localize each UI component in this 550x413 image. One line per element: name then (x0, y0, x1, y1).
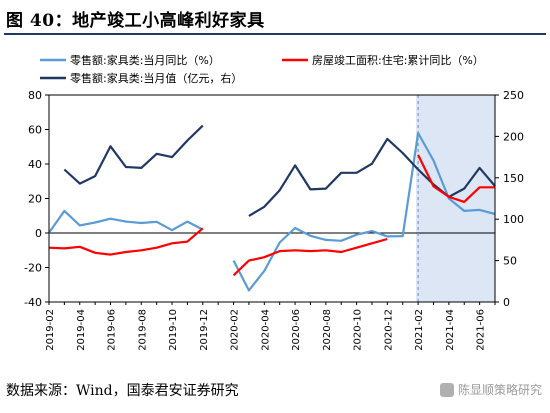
x-tick-label: 2019-10 (168, 309, 179, 351)
series-line (417, 154, 495, 203)
y-right-tick-label: 250 (503, 89, 524, 102)
legend-label: 零售额:家具类:当月同比（%） (70, 53, 220, 67)
wechat-icon (439, 382, 454, 397)
series-line (63, 124, 204, 185)
data-source-note: 数据来源：Wind，国泰君安证券研究 (6, 383, 239, 399)
legend-label: 房屋竣工面积:住宅:累计同比（%） (312, 53, 484, 67)
series-line (48, 209, 204, 234)
watermark: 陈显顺策略研究 (439, 381, 542, 398)
y-left-tick-label: -40 (24, 296, 42, 309)
y-right-tick-label: 0 (503, 296, 510, 309)
y-right-tick-label: 150 (503, 172, 524, 185)
series-layer (48, 124, 496, 292)
x-tick-label: 2020-10 (353, 309, 364, 351)
y-left-tick-label: 0 (35, 227, 42, 240)
series-line (48, 227, 204, 256)
x-tick-label: 2019-04 (76, 309, 87, 351)
x-tick-label: 2019-02 (45, 309, 56, 351)
watermark-text: 陈显顺策略研究 (457, 383, 542, 397)
x-tick-label: 2020-04 (260, 309, 271, 351)
x-tick-label: 2020-06 (291, 309, 302, 351)
x-tick-label: 2020-08 (322, 309, 333, 351)
chart-legend: 零售额:家具类:当月同比（%） 零售额:家具类:当月值（亿元，右） 房屋竣工面积:住… (40, 53, 484, 85)
x-tick-label: 2021-06 (476, 309, 487, 351)
y-right-tick-label: 100 (503, 213, 524, 226)
x-tick-label: 2020-02 (230, 309, 241, 351)
y-left-tick-label: 80 (28, 89, 42, 102)
x-tick-label: 2019-12 (199, 309, 210, 351)
title-divider (4, 33, 546, 35)
y-right-tick-label: 200 (503, 130, 524, 143)
x-tick-label: 2021-04 (445, 309, 456, 351)
figure-title: 图 40：地产竣工小高峰利好家具 (6, 11, 265, 31)
line-chart: 零售额:家具类:当月同比（%） 零售额:家具类:当月值（亿元，右） 房屋竣工面积:住… (24, 53, 524, 351)
axes: -40 -20 0 20 40 60 80 0 50 100 150 200 250 2019-02 201… (24, 89, 524, 351)
x-tick-label: 2019-08 (137, 309, 148, 351)
y-left-tick-label: -20 (24, 262, 42, 275)
legend-label: 零售额:家具类:当月值（亿元，右） (70, 71, 242, 85)
y-left-tick-label: 60 (28, 124, 42, 137)
x-tick-label: 2020-12 (383, 309, 394, 351)
series-line (248, 137, 496, 217)
series-line (232, 237, 388, 277)
y-left-tick-label: 40 (28, 158, 42, 171)
series-line (232, 131, 496, 292)
x-tick-label: 2019-06 (107, 309, 118, 351)
x-tick-label: 2021-02 (414, 309, 425, 351)
y-left-tick-label: 20 (28, 193, 42, 206)
y-right-tick-label: 50 (503, 255, 517, 268)
